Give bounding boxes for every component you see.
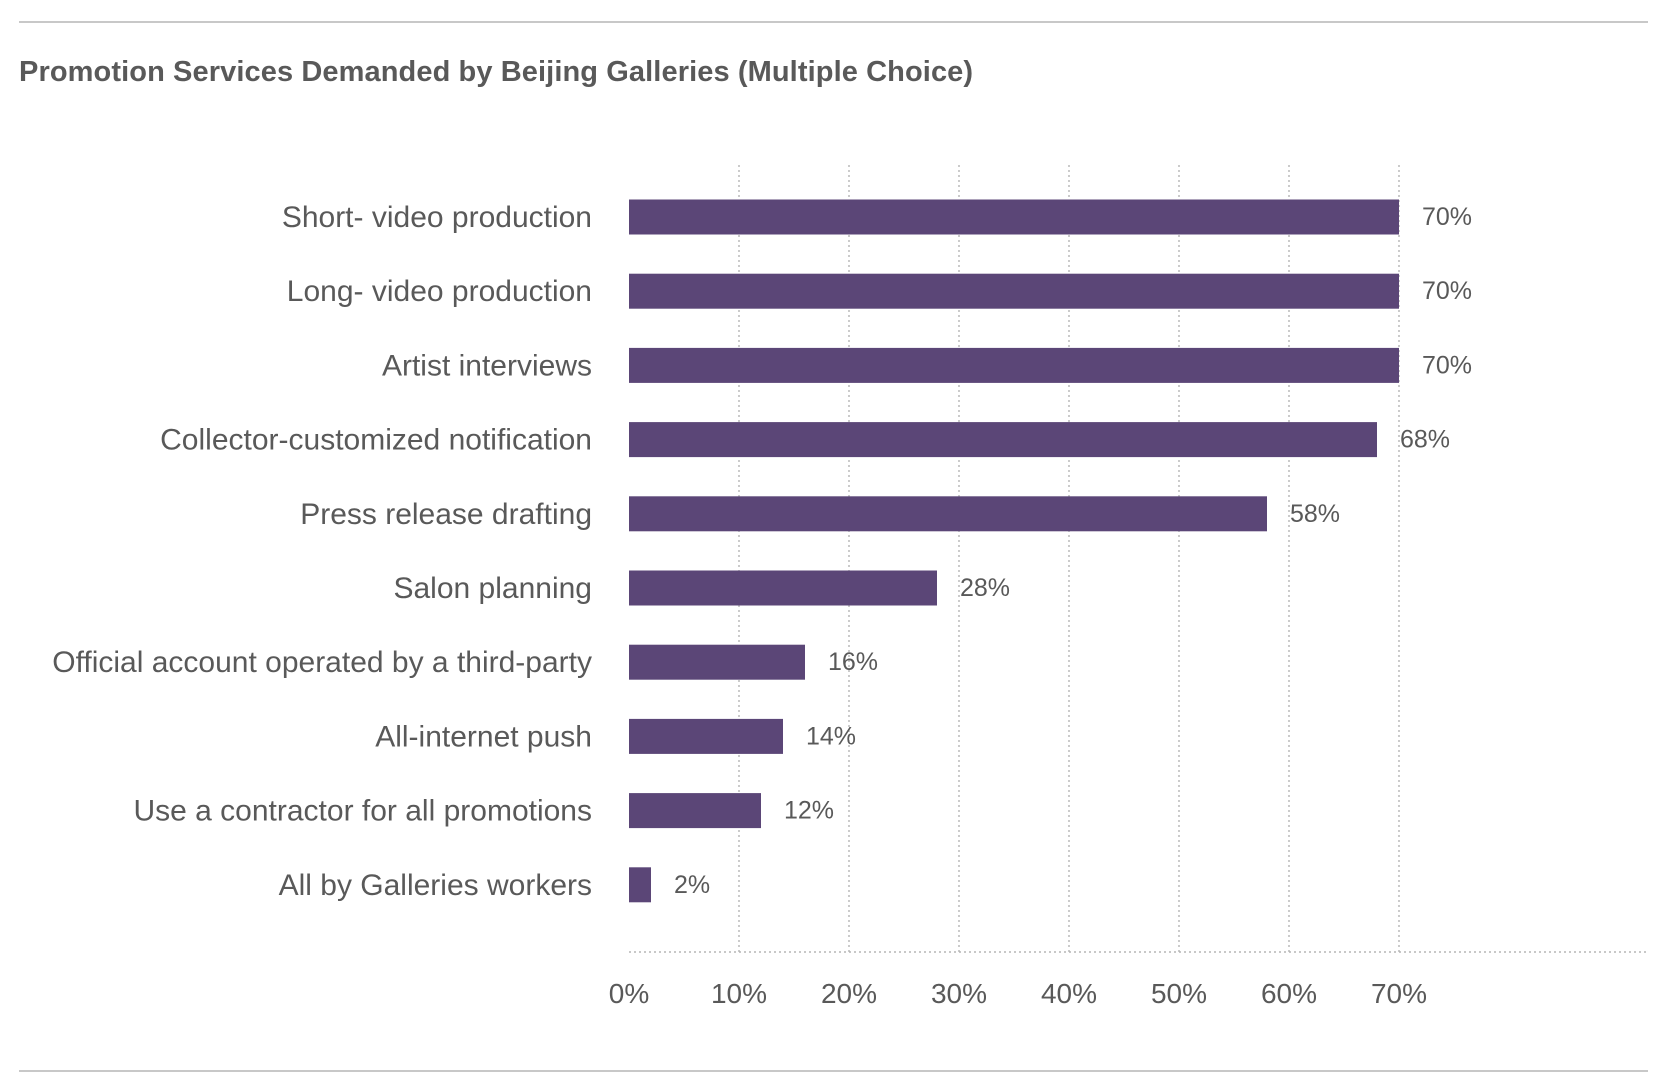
- value-label-10: 2%: [674, 871, 710, 899]
- x-tick-label-40: 40%: [1041, 978, 1097, 1009]
- bar-4: [629, 422, 1377, 458]
- category-label-10: All by Galleries workers: [279, 869, 592, 902]
- category-labels: Short- video production Long- video produ…: [52, 201, 592, 902]
- bar-2: [629, 273, 1399, 309]
- bar-9: [629, 793, 761, 829]
- value-label-5: 58%: [1290, 500, 1340, 528]
- bar-7: [629, 644, 805, 680]
- x-tick-label-60: 60%: [1261, 978, 1317, 1009]
- category-label-7: Official account operated by a third-par…: [52, 646, 592, 679]
- value-label-4: 68%: [1400, 426, 1450, 454]
- x-tick-label-10: 10%: [711, 978, 767, 1009]
- category-label-2: Long- video production: [287, 275, 592, 308]
- top-rule: [19, 21, 1648, 23]
- bar-8: [629, 718, 783, 754]
- category-label-9: Use a contractor for all promotions: [133, 795, 592, 828]
- value-labels: 70% 70% 70% 68% 58% 28% 16% 14% 12% 2%: [674, 203, 1472, 899]
- category-label-6: Salon planning: [393, 572, 592, 605]
- category-label-8: All-internet push: [375, 720, 592, 753]
- category-label-1: Short- video production: [282, 201, 592, 234]
- bottom-rule: [19, 1070, 1648, 1072]
- x-tick-label-70: 70%: [1371, 978, 1427, 1009]
- bar-3: [629, 347, 1399, 383]
- category-label-3: Artist interviews: [382, 349, 592, 382]
- x-axis-ticks: 0% 10% 20% 30% 40% 50% 60% 70%: [609, 978, 1427, 1009]
- value-label-1: 70%: [1422, 203, 1472, 231]
- category-label-5: Press release drafting: [300, 498, 592, 531]
- bar-1: [629, 199, 1399, 235]
- value-label-6: 28%: [960, 574, 1010, 602]
- category-label-4: Collector-customized notification: [160, 424, 592, 457]
- chart-title: Promotion Services Demanded by Beijing G…: [19, 56, 974, 88]
- bar-5: [629, 496, 1267, 532]
- value-label-2: 70%: [1422, 277, 1472, 305]
- bar-10: [629, 867, 651, 903]
- x-tick-label-50: 50%: [1151, 978, 1207, 1009]
- value-label-9: 12%: [784, 797, 834, 825]
- bars: [629, 199, 1399, 903]
- value-label-7: 16%: [828, 648, 878, 676]
- value-label-3: 70%: [1422, 351, 1472, 379]
- x-tick-label-30: 30%: [931, 978, 987, 1009]
- x-tick-label-0: 0%: [609, 978, 649, 1009]
- bar-6: [629, 570, 937, 606]
- x-tick-label-20: 20%: [821, 978, 877, 1009]
- value-label-8: 14%: [806, 722, 856, 750]
